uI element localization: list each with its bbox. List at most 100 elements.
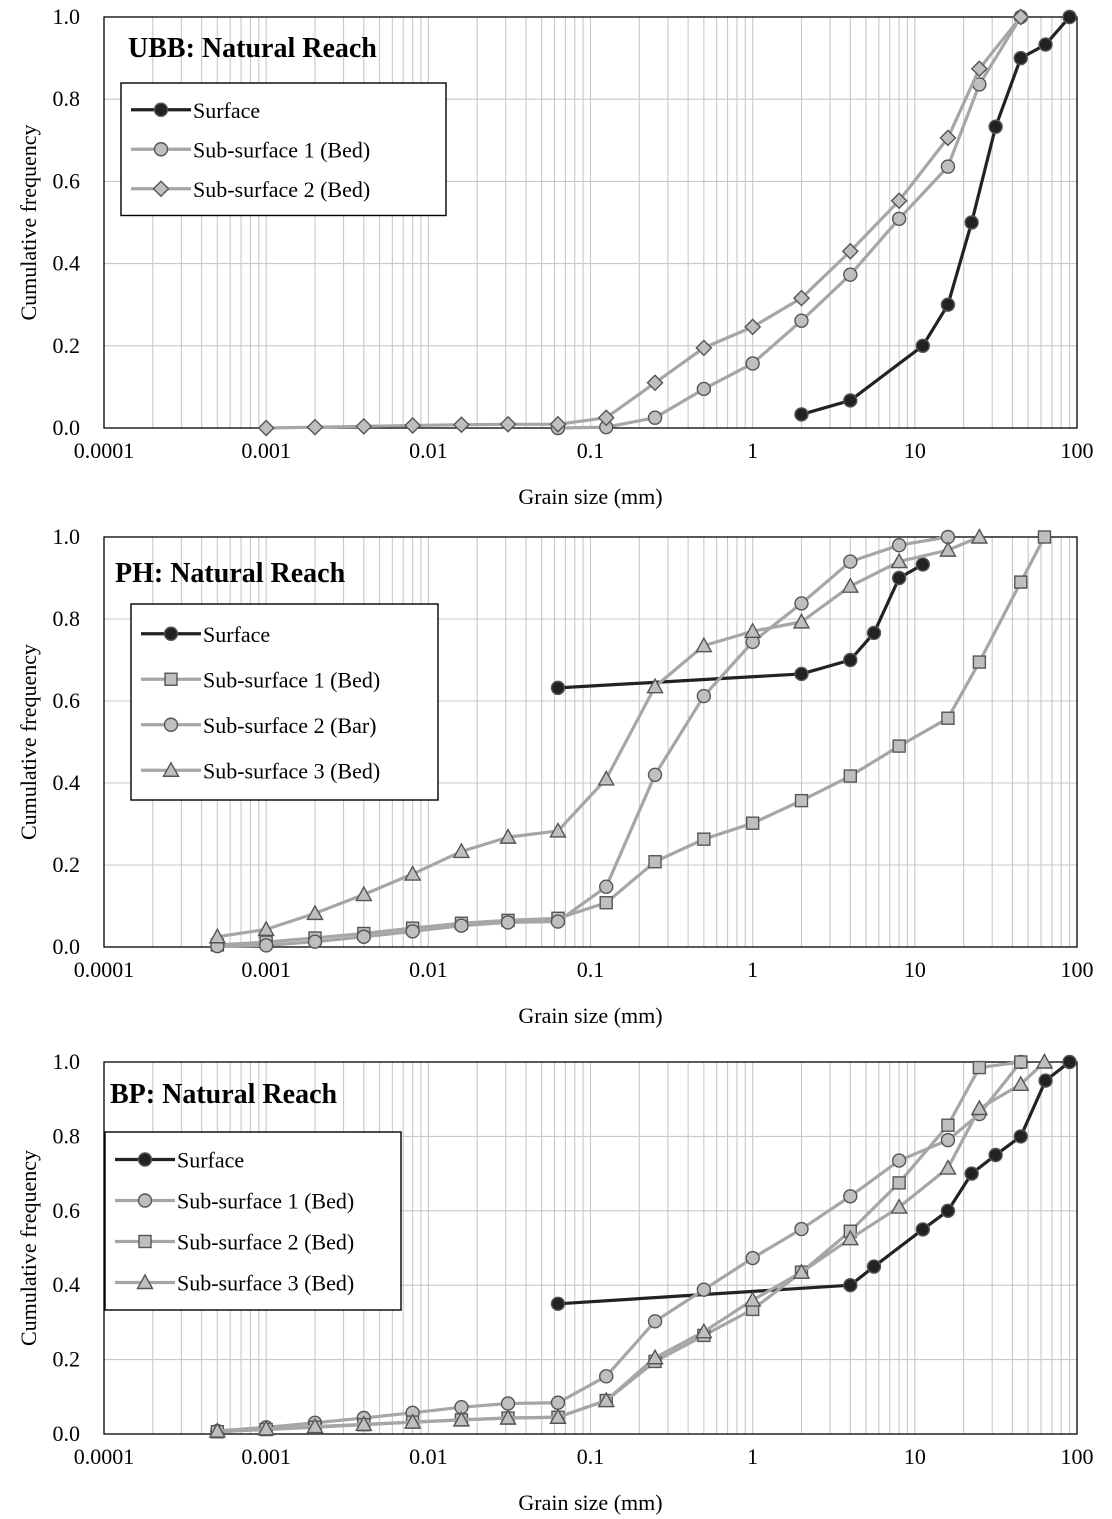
x-tick-label: 100 xyxy=(1061,1444,1094,1469)
legend-item: Sub-surface 2 (Bar) xyxy=(141,713,377,738)
legend: Surface Sub-surface 1 (Bed) Sub-surface 2 … xyxy=(104,1131,402,1311)
x-tick-label: 1 xyxy=(747,438,758,463)
data-point xyxy=(1012,1075,1030,1092)
x-tick-label: 1 xyxy=(747,1444,758,1469)
data-point xyxy=(550,1296,566,1312)
data-point xyxy=(499,1409,517,1425)
data-point xyxy=(843,1277,858,1293)
legend: Surface Sub-surface 1 (Bed) Sub-surface 2 … xyxy=(130,603,439,801)
data-point xyxy=(499,415,517,433)
data-point xyxy=(972,1060,987,1075)
legend-item: Sub-surface 1 (Bed) xyxy=(141,667,380,692)
data-point xyxy=(988,1147,1003,1163)
y-tick-label: 1.0 xyxy=(53,4,81,29)
legend-label: Surface xyxy=(177,1148,244,1173)
data-point xyxy=(964,1166,979,1181)
data-point xyxy=(939,1159,957,1175)
x-tick-label: 0.0001 xyxy=(74,1444,135,1469)
data-point xyxy=(306,1417,324,1434)
legend-swatch-marker xyxy=(163,717,179,732)
y-tick-label: 0.2 xyxy=(53,852,81,877)
data-point xyxy=(915,557,931,572)
data-point xyxy=(403,865,422,881)
x-tick-label: 0.01 xyxy=(409,957,448,982)
data-point xyxy=(452,416,470,434)
data-point xyxy=(940,297,956,312)
data-point xyxy=(939,541,957,557)
data-point xyxy=(794,793,809,808)
data-point xyxy=(647,767,663,782)
data-point xyxy=(794,666,809,682)
legend-box xyxy=(130,603,439,801)
data-point xyxy=(744,318,762,336)
x-axis-label: Grain size (mm) xyxy=(518,1490,662,1515)
data-point xyxy=(939,129,957,147)
legend-swatch-marker xyxy=(137,1152,153,1167)
data-point xyxy=(306,418,324,436)
data-point xyxy=(599,1369,614,1384)
data-point xyxy=(452,842,471,859)
legend-swatch-marker xyxy=(136,1273,154,1290)
y-tick-label: 0.6 xyxy=(53,1198,81,1223)
x-tick-label: 100 xyxy=(1061,438,1094,463)
data-point xyxy=(915,1222,931,1237)
legend-swatch-marker xyxy=(163,626,179,641)
data-point xyxy=(794,313,809,328)
chart-panel-1: 0.0001 0.001 0.01 0.1 1 10 100 0.0 0.2 0.4 0.6 0.8 1… xyxy=(16,4,1094,509)
data-point xyxy=(695,636,713,653)
data-point xyxy=(208,1422,227,1438)
data-point xyxy=(306,904,324,921)
x-tick-label: 0.0001 xyxy=(74,957,135,982)
y-tick-label: 0.0 xyxy=(53,415,81,440)
data-point xyxy=(1035,1053,1054,1069)
data-point xyxy=(970,60,988,78)
data-point xyxy=(1013,50,1028,66)
legend-swatch-marker xyxy=(153,102,169,117)
legend-swatch-marker xyxy=(162,761,180,777)
data-point xyxy=(1062,9,1077,25)
data-point xyxy=(695,1322,713,1339)
data-point xyxy=(356,929,372,944)
data-point xyxy=(404,417,422,435)
legend-item: Surface xyxy=(131,98,260,123)
data-point xyxy=(549,1408,567,1424)
legend-label: Sub-surface 1 (Bed) xyxy=(193,137,370,162)
data-point xyxy=(549,415,567,433)
data-point xyxy=(843,1189,858,1204)
x-tick-label: 0.1 xyxy=(577,1444,605,1469)
data-point xyxy=(500,915,516,930)
x-axis-label: Grain size (mm) xyxy=(518,1003,662,1028)
legend-label: Surface xyxy=(203,622,270,647)
data-point xyxy=(599,879,614,894)
y-tick-label: 0.6 xyxy=(53,688,81,713)
data-point xyxy=(743,622,762,638)
y-axis-label: Cumulative frequency xyxy=(16,124,41,320)
data-point xyxy=(1014,1055,1028,1069)
series-4 xyxy=(208,1053,1054,1438)
series-3 xyxy=(210,529,956,954)
data-point xyxy=(841,577,859,593)
data-point xyxy=(355,1415,373,1432)
x-tick-label: 10 xyxy=(904,438,926,463)
data-point xyxy=(841,1229,859,1246)
series-line xyxy=(217,535,949,948)
x-tick-label: 0.0001 xyxy=(74,438,135,463)
legend-label: Sub-surface 2 (Bar) xyxy=(203,713,377,738)
data-point xyxy=(1038,1073,1053,1088)
y-tick-label: 0.8 xyxy=(53,1123,81,1148)
data-point xyxy=(940,159,956,174)
data-point xyxy=(648,855,662,869)
legend-label: Sub-surface 1 (Bed) xyxy=(203,667,380,692)
data-point xyxy=(355,885,373,902)
data-point xyxy=(550,1395,566,1410)
y-axis-label: Cumulative frequency xyxy=(16,644,41,840)
data-point xyxy=(843,393,858,408)
legend-item: Sub-surface 1 (Bed) xyxy=(115,1189,354,1214)
legend-item: Surface xyxy=(141,622,270,647)
data-point xyxy=(891,211,907,227)
data-point xyxy=(843,554,858,569)
data-point xyxy=(891,570,907,586)
data-point xyxy=(550,680,566,696)
data-point xyxy=(646,1348,664,1365)
data-point xyxy=(988,119,1003,134)
